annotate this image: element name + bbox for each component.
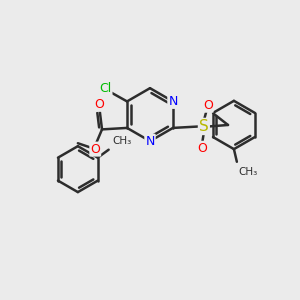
Text: O: O (95, 98, 105, 111)
Text: N: N (145, 135, 155, 148)
Text: O: O (203, 99, 213, 112)
Text: N: N (168, 95, 178, 108)
Text: S: S (199, 119, 209, 134)
Text: CH₃: CH₃ (112, 136, 132, 146)
Text: Cl: Cl (99, 82, 112, 95)
Text: O: O (197, 142, 207, 155)
Text: CH₃: CH₃ (238, 167, 258, 177)
Text: O: O (90, 142, 100, 156)
